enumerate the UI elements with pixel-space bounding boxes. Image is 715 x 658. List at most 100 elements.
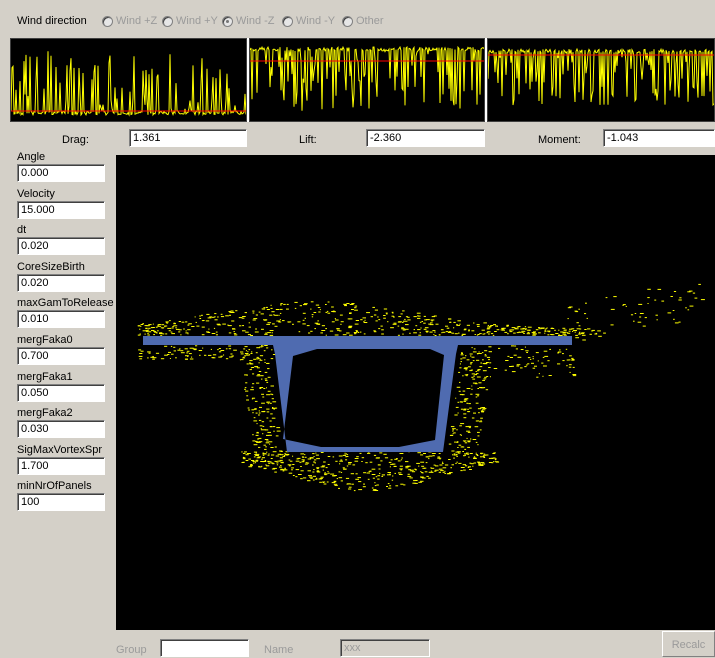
param-field[interactable]: 0.700 — [17, 347, 105, 365]
radio-wind-pz[interactable] — [102, 16, 113, 27]
vortex-particle — [391, 479, 394, 481]
vortex-particle — [529, 358, 532, 360]
vortex-particle — [493, 452, 496, 454]
vortex-particle — [199, 354, 201, 356]
vortex-particle — [459, 381, 461, 383]
vortex-particle — [465, 369, 468, 371]
vortex-particle — [252, 319, 256, 321]
vortex-particle — [457, 412, 459, 414]
vortex-particle — [254, 454, 257, 456]
vortex-particle — [207, 317, 212, 319]
vortex-particle — [678, 321, 681, 323]
vortex-particle — [450, 467, 452, 469]
vortex-particle — [354, 307, 357, 309]
vortex-particle — [442, 467, 447, 469]
vortex-particle — [340, 480, 343, 482]
vortex-particle — [271, 468, 276, 470]
lift-field[interactable]: -2.360 — [366, 129, 485, 147]
vortex-particle — [316, 470, 320, 472]
param-field[interactable]: 0.020 — [17, 237, 105, 256]
vortex-particle — [413, 329, 415, 331]
vortex-particle — [287, 464, 292, 466]
vortex-particle — [323, 461, 326, 463]
vortex-particle — [318, 311, 321, 313]
param-field[interactable]: 0.030 — [17, 420, 105, 439]
vortex-particle — [348, 327, 352, 329]
vortex-particle — [524, 328, 527, 330]
vortex-particle — [251, 460, 255, 461]
vortex-particle — [417, 452, 421, 454]
vortex-particle — [256, 453, 260, 455]
param-field[interactable]: 1.700 — [17, 456, 105, 475]
vortex-particle — [270, 304, 272, 306]
vortex-particle — [488, 457, 492, 459]
vortex-particle — [401, 328, 405, 330]
vortex-particle — [261, 411, 266, 413]
param-field[interactable]: 0.050 — [17, 383, 105, 402]
vortex-particle — [167, 327, 172, 329]
vortex-particle — [428, 323, 431, 325]
wind-direction-label: Wind direction — [17, 15, 87, 27]
vortex-particle — [642, 325, 646, 327]
vortex-particle — [475, 402, 479, 404]
vortex-particle — [212, 354, 217, 356]
vortex-particle — [413, 480, 416, 482]
radio-wind-my[interactable] — [282, 16, 293, 27]
group-field[interactable] — [160, 639, 249, 657]
vortex-particle — [525, 364, 528, 366]
vortex-particle — [476, 334, 479, 336]
param-label: CoreSizeBirth — [17, 260, 85, 273]
param-field[interactable]: 0.000 — [17, 164, 105, 182]
vortex-particle — [523, 332, 525, 334]
vortex-particle — [191, 356, 193, 358]
recalc-button[interactable]: Recalc — [662, 631, 715, 657]
param-field[interactable]: 15.000 — [17, 200, 105, 219]
vortex-particle — [542, 356, 545, 358]
vortex-particle — [673, 291, 677, 292]
drag-field[interactable]: 1.361 — [129, 129, 247, 147]
radio-wind-other[interactable] — [342, 16, 353, 27]
group-label: Group — [116, 644, 147, 656]
vortex-particle — [509, 357, 513, 358]
vortex-particle — [475, 441, 478, 443]
lift-history-plot — [249, 38, 485, 122]
vortex-particle — [474, 383, 478, 385]
vortex-particle — [544, 330, 547, 332]
vortex-particle — [172, 326, 174, 328]
vortex-particle — [347, 318, 351, 320]
vortex-particle — [302, 459, 305, 461]
vortex-particle — [524, 328, 527, 330]
vortex-particle — [294, 301, 298, 303]
vortex-particle — [524, 326, 527, 328]
vortex-particle — [263, 467, 267, 469]
vortex-particle — [178, 331, 181, 333]
vortex-particle — [147, 332, 149, 334]
vortex-particle — [392, 312, 394, 314]
vortex-particle — [266, 394, 271, 396]
vortex-particle — [484, 350, 488, 352]
param-field[interactable]: 0.020 — [17, 273, 105, 292]
radio-wind-py[interactable] — [162, 16, 173, 27]
name-field[interactable]: xxx — [340, 639, 430, 657]
vortex-particle — [166, 322, 169, 324]
vortex-particle — [150, 356, 154, 358]
vortex-particle — [218, 351, 222, 353]
radio-wind-mz[interactable] — [222, 16, 233, 27]
vortex-particle — [476, 359, 480, 361]
vortex-particle — [578, 332, 581, 334]
vortex-particle — [348, 326, 352, 328]
vortex-particle — [526, 352, 528, 353]
vortex-particle — [468, 425, 472, 427]
vortex-particle — [374, 490, 379, 491]
vortex-particle — [255, 440, 258, 442]
vortex-particle — [469, 353, 473, 355]
vortex-particle — [280, 303, 283, 305]
param-field[interactable]: 100 — [17, 493, 105, 512]
vortex-particle — [241, 462, 244, 463]
vortex-particle — [232, 328, 236, 330]
param-field[interactable]: 0.010 — [17, 310, 105, 329]
vortex-particle — [291, 469, 293, 471]
vortex-particle — [273, 408, 275, 410]
moment-field[interactable]: -1.043 — [603, 129, 715, 147]
vortex-particle — [463, 469, 466, 471]
